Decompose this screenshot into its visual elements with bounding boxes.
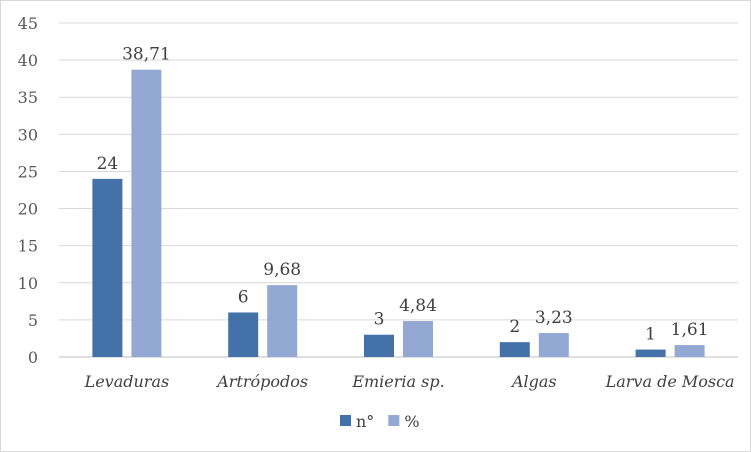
bar [674,345,705,357]
y-tick-label: 5 [28,311,38,330]
data-label: 1,61 [671,320,709,340]
y-tick-label: 45 [18,14,38,33]
bar [499,342,530,357]
y-tick-label: 35 [18,88,38,107]
x-category-label: Emieria sp. [351,372,444,391]
y-tick-label: 25 [18,162,38,181]
legend: n°% [340,412,420,431]
bar [92,178,123,357]
y-tick-label: 10 [18,274,38,293]
x-axis-categories: Levaduras Artrópodos Emieria sp. Algas Larva… [84,372,735,391]
x-category-label: Algas [510,372,557,391]
y-tick-label: 20 [18,200,38,219]
y-tick-label: 40 [18,51,38,70]
gridlines [59,22,738,358]
y-tick-label: 30 [18,125,38,144]
data-label: 3 [374,310,385,330]
data-label: 38,71 [122,45,171,65]
bars [92,69,705,357]
data-label: 4,84 [399,296,437,316]
data-label: 24 [97,154,119,174]
data-label: 2 [509,317,520,337]
data-label: 1 [645,325,656,345]
legend-label: % [404,412,419,431]
data-labels: 24 38,71 6 9,68 3 4,84 2 3,23 1 1,61 [97,45,709,345]
bar [403,321,433,357]
bar [538,333,569,357]
x-category-label: Levaduras [84,372,170,391]
bar [364,334,394,357]
bar [635,349,666,357]
y-axis-ticks: 0 5 10 15 20 25 30 35 40 45 [18,14,38,367]
legend-swatch [388,415,400,426]
data-label: 9,68 [263,260,301,280]
bar [131,69,162,357]
x-category-label: Artrópodos [215,372,308,391]
data-label: 6 [238,287,249,307]
bar [228,312,259,357]
y-tick-label: 0 [28,348,38,367]
x-category-label: Larva de Mosca [605,372,735,391]
bar [267,285,298,357]
y-tick-label: 15 [18,237,38,256]
data-label: 3,23 [535,308,573,328]
legend-swatch [340,415,351,426]
legend-label: n° [356,412,374,431]
